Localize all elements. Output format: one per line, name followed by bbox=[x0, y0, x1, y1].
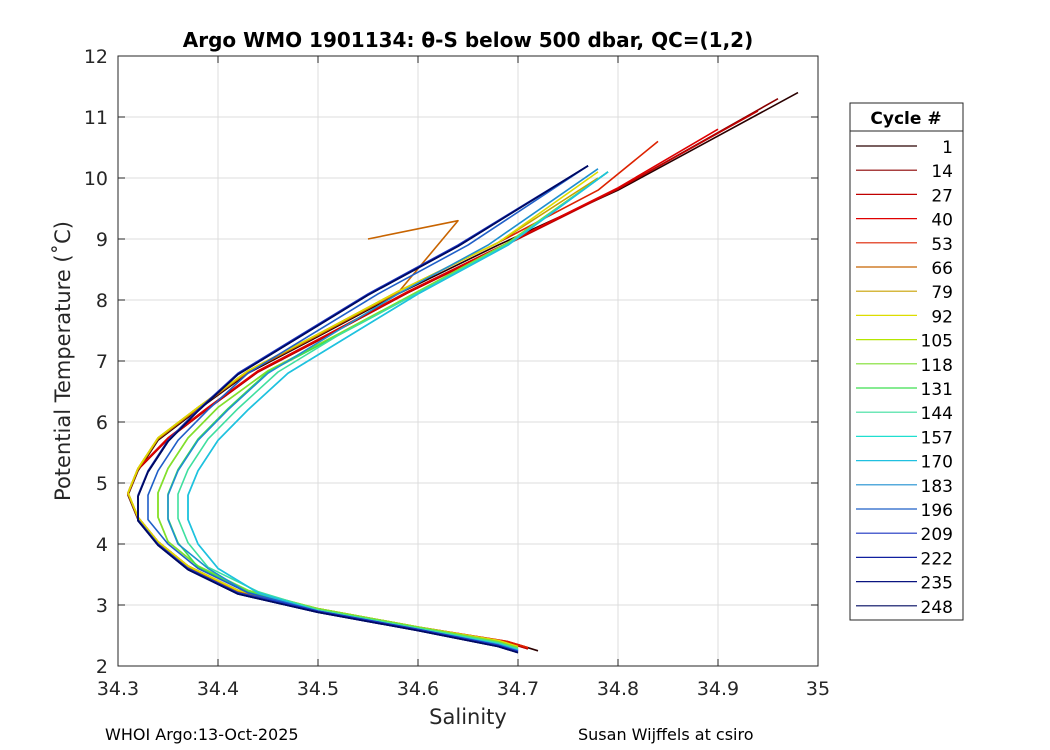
y-tick-label: 8 bbox=[96, 290, 108, 312]
legend-entry-label: 196 bbox=[921, 501, 953, 521]
legend-entry-label: 53 bbox=[931, 235, 953, 255]
y-tick-label: 6 bbox=[96, 412, 108, 434]
footer-right: Susan Wijffels at csiro bbox=[578, 725, 754, 744]
legend-entry-label: 131 bbox=[921, 380, 953, 400]
x-tick-label: 34.7 bbox=[497, 678, 539, 700]
y-tick-label: 11 bbox=[84, 107, 108, 129]
legend-entry-label: 1 bbox=[942, 138, 953, 158]
legend-entry-label: 248 bbox=[921, 598, 953, 618]
legend-entry-label: 92 bbox=[931, 307, 953, 327]
legend-entry-label: 66 bbox=[931, 259, 953, 279]
y-tick-label: 7 bbox=[96, 351, 108, 373]
x-axis-ticks: 34.3 34.4 34.5 34.6 34.7 34.8 34.9 35 bbox=[97, 56, 830, 700]
x-tick-label: 34.6 bbox=[397, 678, 439, 700]
legend-entry-label: 79 bbox=[931, 283, 953, 303]
y-tick-label: 5 bbox=[96, 473, 108, 495]
legend-entry-label: 105 bbox=[921, 332, 953, 352]
legend-entry-label: 118 bbox=[921, 356, 953, 376]
x-tick-label: 34.9 bbox=[697, 678, 739, 700]
y-tick-label: 9 bbox=[96, 229, 108, 251]
footer-left: WHOI Argo:13-Oct-2025 bbox=[105, 725, 299, 744]
series-line-cycle-118 bbox=[157, 171, 609, 649]
legend-entry-label: 27 bbox=[931, 186, 953, 206]
chart-title: Argo WMO 1901134: θ-S below 500 dbar, QC… bbox=[183, 28, 753, 52]
y-tick-label: 10 bbox=[84, 168, 108, 190]
legend-entry-label: 183 bbox=[921, 477, 953, 497]
y-tick-label: 4 bbox=[96, 534, 108, 556]
series-line-cycle-144 bbox=[177, 171, 609, 650]
x-tick-label: 34.8 bbox=[597, 678, 639, 700]
legend-entry-label: 170 bbox=[921, 453, 953, 473]
legend-entry-label: 235 bbox=[921, 574, 953, 594]
legend-entries: 1 14 27 40 53 66 79 92 105 118 131 144 157 170 183 196 2… bbox=[856, 138, 953, 618]
y-tick-label: 12 bbox=[84, 46, 108, 68]
legend-entry-label: 209 bbox=[921, 525, 953, 545]
legend-entry-label: 40 bbox=[931, 211, 953, 231]
y-axis-ticks: 2 3 4 5 6 7 8 9 10 11 12 bbox=[84, 46, 818, 678]
legend-box bbox=[849, 102, 964, 621]
legend: Cycle # 1 14 27 40 53 66 79 92 105 118 131 144 157 17… bbox=[849, 102, 964, 621]
x-tick-label: 34.4 bbox=[197, 678, 239, 700]
x-tick-label: 35 bbox=[806, 678, 830, 700]
legend-title: Cycle # bbox=[870, 109, 941, 129]
x-tick-label: 34.3 bbox=[97, 678, 139, 700]
legend-entry-label: 222 bbox=[921, 549, 953, 569]
legend-entry-label: 144 bbox=[921, 404, 953, 424]
y-tick-label: 3 bbox=[96, 595, 108, 617]
series-line-cycle-248 bbox=[137, 165, 589, 654]
series-lines bbox=[127, 91, 799, 654]
legend-entry-label: 14 bbox=[931, 162, 953, 182]
x-tick-label: 34.5 bbox=[297, 678, 339, 700]
y-tick-label: 2 bbox=[96, 656, 108, 678]
x-axis-label: Salinity bbox=[429, 705, 507, 729]
y-axis-label: Potential Temperature (˚C) bbox=[51, 221, 75, 501]
legend-entry-label: 157 bbox=[921, 428, 953, 448]
